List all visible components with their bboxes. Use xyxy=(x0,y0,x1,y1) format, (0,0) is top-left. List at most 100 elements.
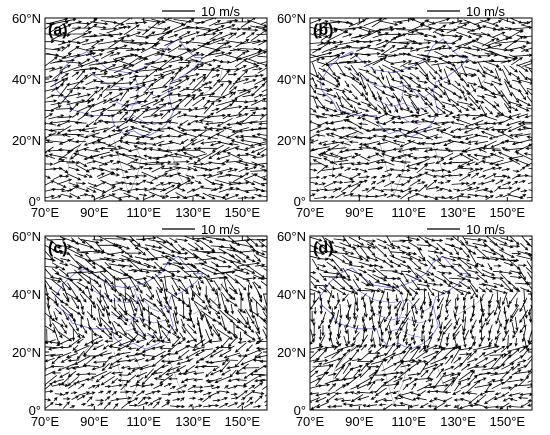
wind-vector xyxy=(462,292,468,301)
wind-vector xyxy=(497,297,502,311)
wind-vector xyxy=(51,262,66,271)
wind-vector xyxy=(463,146,483,153)
wind-vector xyxy=(415,396,427,401)
wind-vector xyxy=(455,118,474,126)
wind-vector xyxy=(51,279,67,292)
wind-vector xyxy=(501,279,514,293)
wind-vector xyxy=(338,59,358,63)
wind-vector xyxy=(66,173,82,181)
wind-vector xyxy=(434,45,447,50)
wind-vector xyxy=(261,385,267,390)
wind-vector xyxy=(121,254,142,264)
wind-vector xyxy=(463,38,480,47)
wind-vector xyxy=(218,349,231,357)
wind-vector xyxy=(173,152,192,158)
wind-vector xyxy=(310,270,317,275)
wind-vector xyxy=(519,309,529,324)
wind-vector xyxy=(456,294,460,302)
wind-vector xyxy=(51,105,62,111)
wind-vector xyxy=(393,380,400,390)
wind-vector xyxy=(452,46,462,53)
wind-vector xyxy=(373,256,387,263)
wind-vector xyxy=(474,187,489,192)
wind-vector xyxy=(184,378,195,382)
wind-vector xyxy=(412,147,432,151)
wind-vector xyxy=(222,126,240,133)
wind-vector xyxy=(111,377,118,384)
wind-vector xyxy=(66,119,82,123)
wind-vector xyxy=(425,195,439,201)
wind-vector xyxy=(463,330,470,342)
wind-vector xyxy=(67,244,81,251)
wind-vector xyxy=(410,359,422,364)
wind-vector xyxy=(407,361,420,371)
wind-vector xyxy=(127,167,137,171)
wind-vector xyxy=(416,62,429,78)
wind-vector xyxy=(172,397,181,402)
wind-vector xyxy=(422,289,427,306)
wind-vector xyxy=(50,78,66,88)
wind-vector xyxy=(262,364,267,369)
wind-vector xyxy=(108,263,126,268)
wind-vector xyxy=(310,113,325,118)
wind-vector xyxy=(90,21,109,26)
wind-vector xyxy=(493,264,502,268)
wind-vector xyxy=(440,152,454,160)
wind-vector xyxy=(45,21,56,26)
wind-vector xyxy=(104,120,126,125)
wind-vector xyxy=(167,377,178,381)
wind-vector xyxy=(129,77,137,86)
wind-vector xyxy=(233,238,251,242)
wind-vector xyxy=(527,329,532,344)
wind-vector xyxy=(342,92,350,101)
wind-vector xyxy=(85,79,97,86)
wind-vector xyxy=(104,339,114,343)
wind-vector xyxy=(478,335,486,348)
wind-vector xyxy=(458,173,472,182)
wind-vector xyxy=(67,370,77,378)
wind-vector xyxy=(490,128,507,132)
wind-vector xyxy=(266,299,267,300)
wind-vector xyxy=(70,313,79,332)
wind-vector xyxy=(128,269,138,273)
wind-vector xyxy=(147,305,152,326)
wind-vector xyxy=(332,40,344,45)
wind-vector xyxy=(489,159,504,165)
wind-vector xyxy=(479,104,487,117)
wind-vector xyxy=(187,166,198,172)
wind-vector xyxy=(109,148,123,152)
wind-vector xyxy=(351,153,361,159)
wind-vector xyxy=(420,107,428,113)
wind-vector xyxy=(511,322,516,335)
wind-vector xyxy=(367,370,377,387)
wind-vector xyxy=(61,43,71,52)
wind-vector xyxy=(259,113,267,121)
wind-vector xyxy=(522,289,527,304)
wind-vector xyxy=(111,390,118,396)
wind-vector xyxy=(426,179,438,189)
wind-vector xyxy=(375,344,386,354)
wind-vector xyxy=(79,293,87,303)
wind-vector xyxy=(91,127,109,133)
wind-vector xyxy=(323,271,341,276)
wind-vector xyxy=(94,79,105,84)
wind-vector xyxy=(238,326,248,334)
wind-vector xyxy=(103,91,113,99)
wind-vector xyxy=(370,26,394,33)
wind-vector xyxy=(57,40,73,46)
wind-vector xyxy=(180,318,185,328)
wind-vector xyxy=(408,148,419,152)
wind-vector xyxy=(257,195,267,198)
wind-vector xyxy=(507,378,525,383)
wind-vector xyxy=(119,111,129,121)
wind-vector xyxy=(451,266,464,276)
wind-vector xyxy=(348,236,365,246)
wind-vector xyxy=(467,349,478,361)
wind-vector xyxy=(218,276,229,280)
wind-vector xyxy=(261,250,267,253)
x-tick-label: 70°E xyxy=(31,414,60,429)
wind-vector xyxy=(134,358,145,362)
wind-vector xyxy=(172,160,190,164)
wind-vector xyxy=(222,145,240,153)
wind-vector xyxy=(386,194,395,198)
